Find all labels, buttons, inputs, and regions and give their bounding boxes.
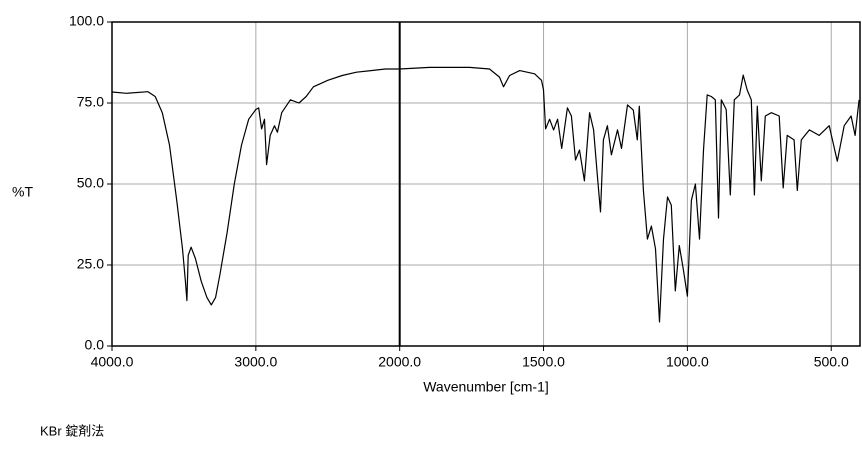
- footer-note: KBr 錠剤法: [40, 423, 104, 438]
- y-tick-label: 25.0: [77, 256, 104, 272]
- spectrum-line: [111, 66, 860, 323]
- x-tick-label: 1500.0: [522, 354, 565, 370]
- x-tick-label: 3000.0: [234, 354, 277, 370]
- y-tick-label: 100.0: [69, 13, 104, 29]
- y-tick-label: 50.0: [77, 175, 104, 191]
- plot-frame: [111, 21, 861, 347]
- x-tick-label: 500.0: [814, 354, 849, 370]
- x-axis-label: Wavenumber [cm-1]: [423, 379, 549, 395]
- x-tick-label: 1000.0: [666, 354, 709, 370]
- y-tick-label: 0.0: [85, 337, 105, 353]
- y-tick-label: 75.0: [77, 94, 104, 110]
- y-axis-label: %T: [12, 184, 33, 200]
- x-tick-label: 4000.0: [91, 354, 134, 370]
- x-tick-label: 2000.0: [378, 354, 421, 370]
